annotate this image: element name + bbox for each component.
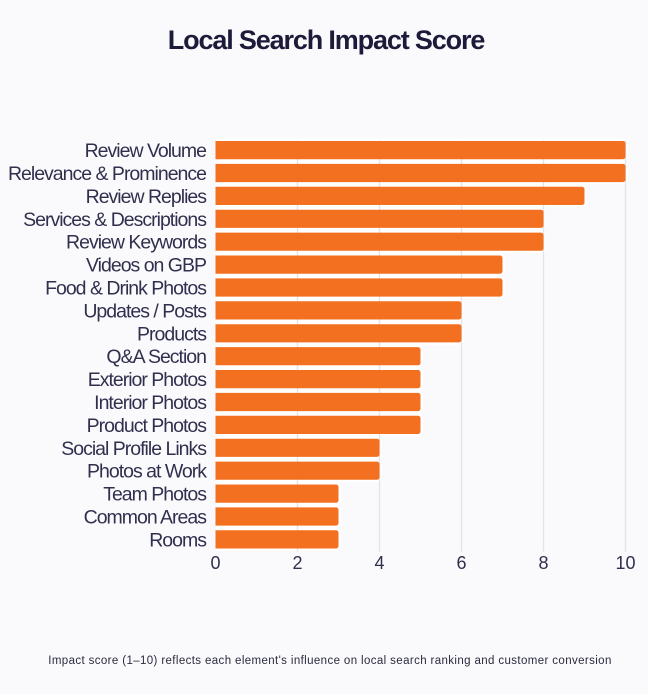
- svg-text:Products: Products: [137, 323, 207, 345]
- svg-text:Review Keywords: Review Keywords: [66, 232, 207, 254]
- svg-text:Services & Descriptions: Services & Descriptions: [23, 209, 207, 231]
- svg-text:Videos on GBP: Videos on GBP: [86, 255, 206, 277]
- svg-text:Updates / Posts: Updates / Posts: [83, 300, 207, 322]
- svg-text:4: 4: [374, 553, 384, 573]
- svg-text:Interior Photos: Interior Photos: [94, 392, 207, 414]
- svg-text:Photos at Work: Photos at Work: [87, 461, 207, 483]
- svg-text:Food & Drink Photos: Food & Drink Photos: [45, 278, 207, 300]
- svg-text:Exterior Photos: Exterior Photos: [88, 369, 208, 391]
- svg-text:Rooms: Rooms: [149, 529, 207, 551]
- svg-text:Q&A Section: Q&A Section: [106, 346, 206, 368]
- svg-text:0: 0: [210, 553, 220, 573]
- svg-text:8: 8: [538, 553, 548, 573]
- svg-text:Product Photos: Product Photos: [87, 415, 208, 437]
- svg-text:6: 6: [456, 553, 466, 573]
- svg-text:Social Profile Links: Social Profile Links: [61, 438, 207, 460]
- svg-text:10: 10: [615, 553, 635, 573]
- svg-text:2: 2: [292, 553, 302, 573]
- svg-text:Common Areas: Common Areas: [84, 507, 208, 529]
- svg-text:Review Volume: Review Volume: [85, 140, 207, 162]
- svg-text:Team Photos: Team Photos: [103, 484, 207, 506]
- svg-text:Review Replies: Review Replies: [86, 186, 208, 208]
- svg-text:Relevance & Prominence: Relevance & Prominence: [8, 163, 206, 185]
